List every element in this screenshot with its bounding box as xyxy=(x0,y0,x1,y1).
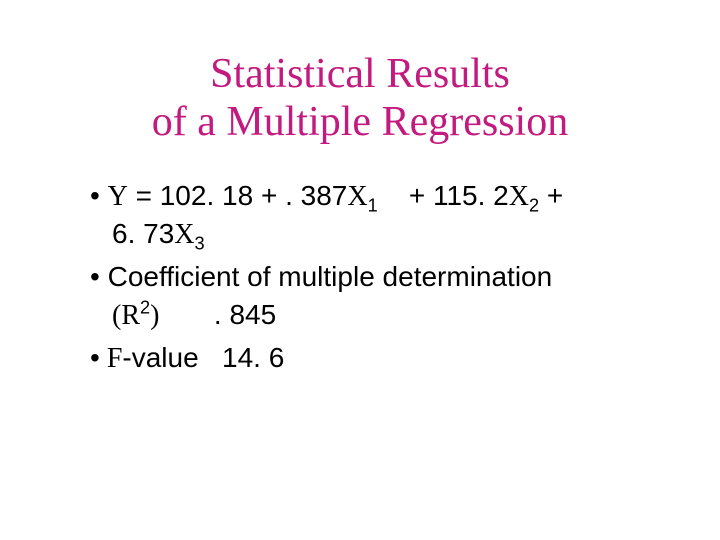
eq-part3: + xyxy=(539,180,563,211)
r2-val: . 845 xyxy=(159,299,276,330)
sub-2: 2 xyxy=(529,195,539,215)
f-var: F xyxy=(100,343,123,374)
bullet-mark: • xyxy=(90,342,100,373)
bullet-equation: • Y = 102. 18 + . 387X1 + 115. 2X2 + 6. … xyxy=(90,177,660,255)
bullet-fvalue: • F-value 14. 6 xyxy=(90,339,660,378)
eq-part2: + 115. 2 xyxy=(378,180,509,211)
slide-title: Statistical Results of a Multiple Regres… xyxy=(60,50,660,147)
eq-part1: = 102. 18 + . 387 xyxy=(128,180,348,211)
title-line-1: Statistical Results xyxy=(60,50,660,98)
bullet-mark: • xyxy=(90,261,100,292)
var-x3: X xyxy=(174,219,194,250)
r-sup: 2 xyxy=(140,298,150,318)
var-y: Y xyxy=(108,181,128,212)
r-open: (R xyxy=(112,300,140,331)
slide: Statistical Results of a Multiple Regres… xyxy=(0,0,720,540)
bullet-mark: • xyxy=(90,180,100,211)
slide-body: • Y = 102. 18 + . 387X1 + 115. 2X2 + 6. … xyxy=(90,177,660,378)
title-line-2: of a Multiple Regression xyxy=(60,98,660,146)
r2-line2: (R2) . 845 xyxy=(90,296,660,335)
r2-text: Coefficient of multiple determination xyxy=(100,261,552,292)
eq-line2: 6. 73X3 xyxy=(90,215,660,254)
f-text: -value 14. 6 xyxy=(122,342,284,373)
var-x1: X xyxy=(347,181,367,212)
sub-1: 1 xyxy=(368,195,378,215)
eq-line2a: 6. 73 xyxy=(112,218,174,249)
sub-3: 3 xyxy=(195,234,205,254)
var-x2: X xyxy=(509,181,529,212)
bullet-r2: • Coefficient of multiple determination … xyxy=(90,258,660,335)
